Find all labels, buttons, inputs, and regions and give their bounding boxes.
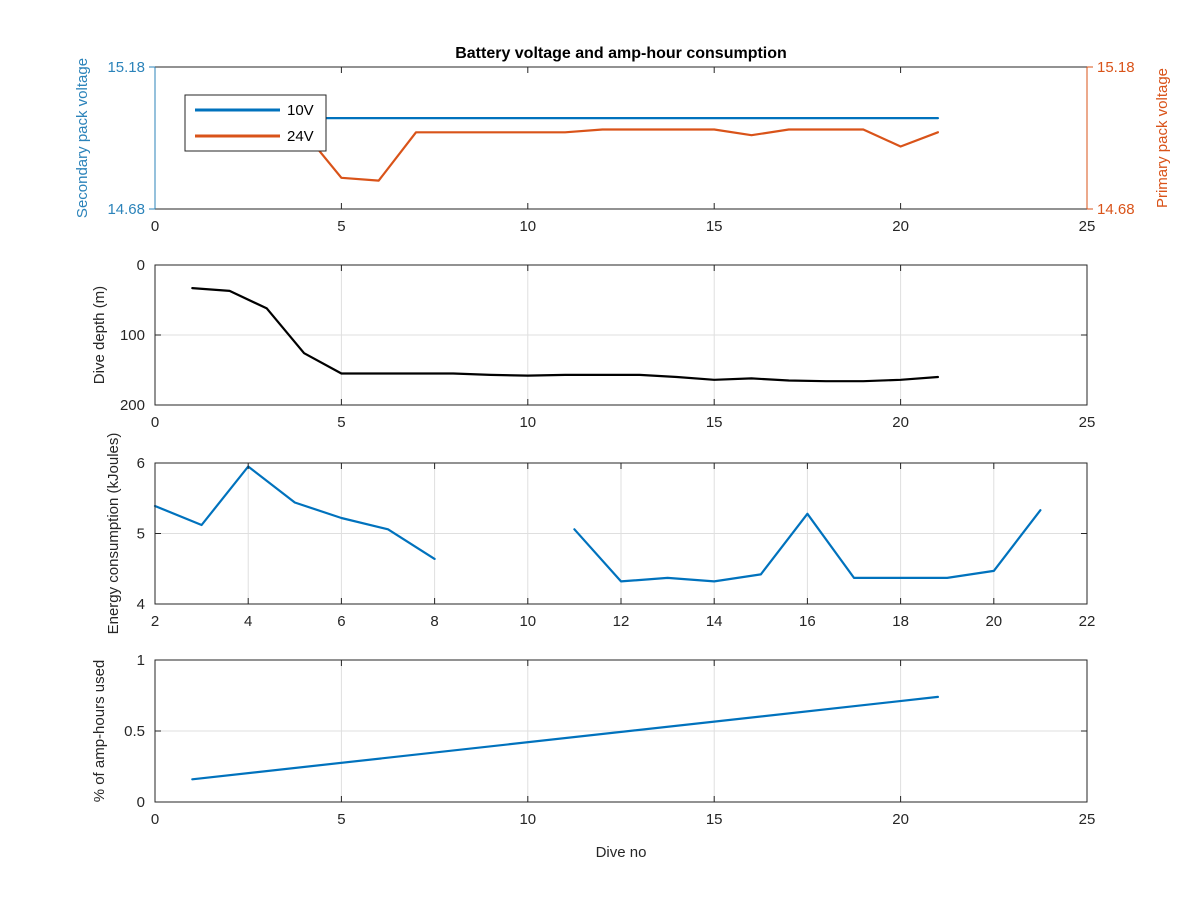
right-tick-label: 15.18	[1097, 59, 1135, 76]
right-tick-label: 14.68	[1097, 201, 1135, 218]
x-tick-label: 20	[892, 218, 909, 235]
right-axis-label: Primary pack voltage	[1154, 68, 1171, 208]
x-tick-label: 18	[892, 613, 909, 630]
chart-title: Battery voltage and amp-hour consumption	[455, 45, 787, 62]
x-tick-label: 4	[244, 613, 252, 630]
y-axis-label: % of amp-hours used	[91, 660, 108, 803]
x-tick-label: 14	[706, 613, 723, 630]
x-tick-label: 20	[985, 613, 1002, 630]
y-tick-label: 200	[120, 397, 145, 414]
left-tick-label: 14.68	[107, 201, 145, 218]
x-tick-label: 20	[892, 414, 909, 431]
x-tick-label: 5	[337, 218, 345, 235]
x-tick-label: 10	[519, 613, 536, 630]
y-tick-label: 1	[137, 652, 145, 669]
y-tick-label: 4	[137, 596, 145, 613]
x-tick-label: 25	[1079, 414, 1096, 431]
x-tick-label: 22	[1079, 613, 1096, 630]
series-line-1	[191, 287, 940, 383]
series-line-1	[191, 695, 940, 781]
x-tick-label: 0	[151, 414, 159, 431]
x-tick-label: 10	[519, 414, 536, 431]
x-tick-label: 15	[706, 218, 723, 235]
y-tick-label: 0	[137, 794, 145, 811]
series-line-1-segment-1	[153, 465, 436, 561]
x-tick-label: 10	[519, 811, 536, 828]
x-tick-label: 25	[1079, 811, 1096, 828]
legend: 10V 24V	[184, 94, 327, 152]
x-tick-label: 2	[151, 613, 159, 630]
x-tick-label: 5	[337, 811, 345, 828]
x-tick-label: 8	[430, 613, 438, 630]
x-tick-label: 0	[151, 811, 159, 828]
y-axis-label: Dive depth (m)	[91, 286, 108, 384]
y-axis-label: Energy consumption (kJoules)	[105, 433, 122, 635]
x-tick-label: 0	[151, 218, 159, 235]
x-tick-label: 15	[706, 414, 723, 431]
chart-4: 0 5 10 15 20 25 0 0.5 1 % of amp-hours used Dive n…	[91, 652, 1095, 861]
x-tick-label: 25	[1079, 218, 1096, 235]
legend-box	[184, 94, 327, 152]
y-tick-label: 0	[137, 257, 145, 274]
y-tick-label: 6	[137, 455, 145, 472]
x-tick-label: 15	[706, 811, 723, 828]
left-tick-label: 15.18	[107, 59, 145, 76]
x-tick-label: 20	[892, 811, 909, 828]
x-tick-label: 10	[519, 218, 536, 235]
legend-label-24v: 24V	[287, 128, 314, 145]
y-tick-label: 100	[120, 327, 145, 344]
legend-label-10v: 10V	[287, 102, 314, 119]
chart-2: 0 5 10 15 20 25 0 100 200 Dive depth (m)	[91, 257, 1095, 431]
chart-1: 0 5 10 15 20 2514.6815.1814.6815.18Secondary …	[74, 45, 1171, 235]
x-tick-label: 6	[337, 613, 345, 630]
x-axis-label: Dive no	[596, 844, 647, 861]
left-axis-label: Secondary pack voltage	[74, 58, 91, 218]
series-line-1-segment-2	[573, 509, 1042, 583]
y-tick-label: 0.5	[124, 723, 145, 740]
y-tick-label: 5	[137, 526, 145, 543]
x-tick-label: 16	[799, 613, 816, 630]
x-tick-label: 5	[337, 414, 345, 431]
x-tick-label: 12	[613, 613, 630, 630]
